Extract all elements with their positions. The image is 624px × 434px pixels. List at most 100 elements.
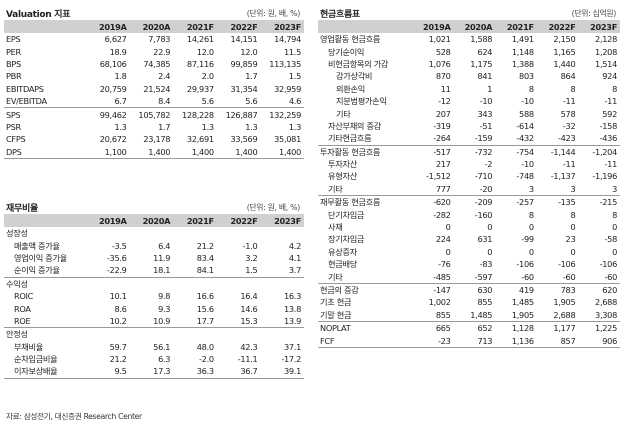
cell-value: 3 bbox=[528, 183, 534, 194]
cell-value: 665 bbox=[412, 320, 454, 335]
row-label: 기타 bbox=[328, 271, 343, 282]
cell-value: 5.6 bbox=[245, 96, 258, 107]
table-row: DPS 1,100 1,400 1,400 1,400 1,400 bbox=[4, 145, 304, 159]
table-row: 기타 207 343 588 578 592 bbox=[318, 107, 620, 119]
cell-value: 855 bbox=[477, 297, 493, 308]
cell-value bbox=[129, 327, 174, 341]
row-label: 지분법평가손익 bbox=[336, 96, 387, 107]
cell-value: 11 bbox=[440, 83, 451, 94]
cell-value: 10.1 bbox=[109, 291, 127, 302]
cell-value: 0 bbox=[487, 246, 493, 257]
cell-value bbox=[260, 227, 304, 239]
cell-value: 22.9 bbox=[153, 46, 171, 57]
cell-value: 18.1 bbox=[153, 265, 171, 276]
cell-value bbox=[86, 327, 130, 341]
cashflow-table: 2019A 2020A 2021F 2022F 2023F 영업활동 현금흐름 1,021… bbox=[318, 20, 620, 348]
valuation-unit: (단위: 원, 배, %) bbox=[246, 9, 301, 18]
cell-value: 7,783 bbox=[148, 34, 171, 45]
cell-value: 588 bbox=[519, 108, 534, 119]
table-row: 순차입금비율 21.2 6.3 -2.0 -11.1 -17.2 bbox=[4, 353, 304, 365]
row-label: 순차입금비율 bbox=[14, 354, 58, 365]
cell-value: 1,400 bbox=[173, 145, 217, 159]
table-row: 외환손익 11 1 8 8 8 bbox=[318, 83, 620, 95]
cell-value: 132,259 bbox=[260, 107, 304, 121]
column-header bbox=[4, 20, 86, 33]
table-row: 유상증자 0 0 0 0 0 bbox=[318, 246, 620, 258]
cell-value bbox=[217, 227, 261, 239]
row-label: 유상증자 bbox=[328, 246, 357, 257]
cell-value: 87,116 bbox=[186, 58, 214, 69]
table-row: 현금의 증감 -147 630 419 783 620 bbox=[318, 282, 620, 297]
table-row: 기타현금흐름 -264 -159 -432 -423 -436 bbox=[318, 132, 620, 145]
cell-value: 2,688 bbox=[595, 297, 617, 308]
cell-value: 1.5 bbox=[245, 265, 258, 276]
cell-value: -423 bbox=[557, 133, 576, 144]
row-label: 투자활동 현금흐름 bbox=[318, 144, 412, 158]
column-header bbox=[318, 20, 412, 33]
row-label: NOPLAT bbox=[318, 320, 412, 335]
cell-value: 10.2 bbox=[109, 315, 127, 326]
cell-value: 9.8 bbox=[158, 291, 171, 302]
row-label: 당기순이익 bbox=[328, 46, 365, 57]
cell-value: 777 bbox=[435, 183, 451, 194]
table-row: 단기차입금 -282 -160 8 8 8 bbox=[318, 208, 620, 220]
cell-value: -60 bbox=[562, 271, 576, 282]
cell-value: 1.7 bbox=[245, 71, 258, 82]
row-label: ROIC bbox=[14, 291, 34, 302]
cell-value: 624 bbox=[477, 46, 493, 57]
cell-value: 33,569 bbox=[230, 134, 258, 145]
row-label: 감가상각비 bbox=[336, 71, 373, 82]
table-row: BPS 68,106 74,385 87,116 99,859 113,135 bbox=[4, 58, 304, 70]
row-label: 외환손익 bbox=[336, 83, 365, 94]
table-row: PER 18.9 22.9 12.0 12.0 11.5 bbox=[4, 45, 304, 57]
cell-value: 12.0 bbox=[240, 46, 258, 57]
cell-value: 1,165 bbox=[553, 46, 576, 57]
cell-value: 29,937 bbox=[186, 83, 214, 94]
cell-value: 864 bbox=[560, 71, 576, 82]
table-row: 비현금항목의 가감 1,076 1,175 1,388 1,440 1,514 bbox=[318, 58, 620, 70]
cell-value: 1.3 bbox=[288, 121, 301, 132]
row-label: EPS bbox=[6, 34, 21, 45]
cell-value: 630 bbox=[453, 282, 496, 297]
cell-value: 0 bbox=[487, 222, 493, 233]
cell-value: 857 bbox=[536, 334, 579, 348]
cell-value: -32 bbox=[562, 120, 576, 131]
valuation-title-row: Valuation 지표 (단위: 원, 배, %) bbox=[4, 7, 304, 20]
cell-value: -614 bbox=[516, 120, 534, 131]
table-row: 순이익 증가율 -22.9 18.1 84.1 1.5 3.7 bbox=[4, 264, 304, 277]
table-row: 매출액 증가율 -3.5 6.4 21.2 -1.0 4.2 bbox=[4, 239, 304, 251]
table-row: 성장성 bbox=[4, 227, 304, 239]
cell-value: 36.3 bbox=[173, 365, 217, 379]
row-label: 이자보상배율 bbox=[4, 365, 86, 379]
cell-value: -710 bbox=[474, 171, 493, 182]
column-header: 2023F bbox=[260, 214, 304, 227]
row-label: EBITDAPS bbox=[6, 83, 44, 94]
row-label: DPS bbox=[4, 145, 86, 159]
cell-value: -754 bbox=[495, 144, 537, 158]
cell-value bbox=[216, 327, 261, 341]
cell-value: 0 bbox=[570, 222, 576, 233]
cell-value: 74,385 bbox=[143, 58, 171, 69]
cell-value: 56.1 bbox=[153, 341, 171, 352]
cell-value: 1.3 bbox=[245, 121, 258, 132]
row-label: 재무활동 현금흐름 bbox=[318, 195, 412, 209]
cell-value: 32,691 bbox=[186, 134, 214, 145]
cell-value: 1,100 bbox=[86, 145, 130, 159]
column-header: 2023F bbox=[260, 20, 304, 33]
cell-value: 84.1 bbox=[196, 265, 214, 276]
row-label: 순이익 증가율 bbox=[14, 265, 60, 276]
ratio-title-row: 재무비율 (단위: 원, 배, %) bbox=[4, 201, 304, 214]
cell-value: 2.0 bbox=[201, 71, 214, 82]
ratio-unit: (단위: 원, 배, %) bbox=[246, 203, 301, 212]
cell-value: 1,002 bbox=[428, 297, 451, 308]
cell-value: -160 bbox=[474, 209, 493, 220]
row-label: 기타 bbox=[336, 108, 351, 119]
source-note: 자료: 삼성전기, 대신증권 Research Center bbox=[6, 412, 142, 421]
table-row: 유형자산 -1,512 -710 -748 -1,137 -1,196 bbox=[318, 170, 620, 182]
cell-value: 36.7 bbox=[216, 365, 261, 379]
column-header: 2019A bbox=[86, 214, 130, 227]
ratio-header-row: 2019A 2020A 2021F 2022F 2023F bbox=[4, 214, 304, 227]
cell-value: -159 bbox=[474, 133, 493, 144]
cell-value: 1,905 bbox=[553, 297, 576, 308]
cell-value bbox=[173, 327, 217, 341]
